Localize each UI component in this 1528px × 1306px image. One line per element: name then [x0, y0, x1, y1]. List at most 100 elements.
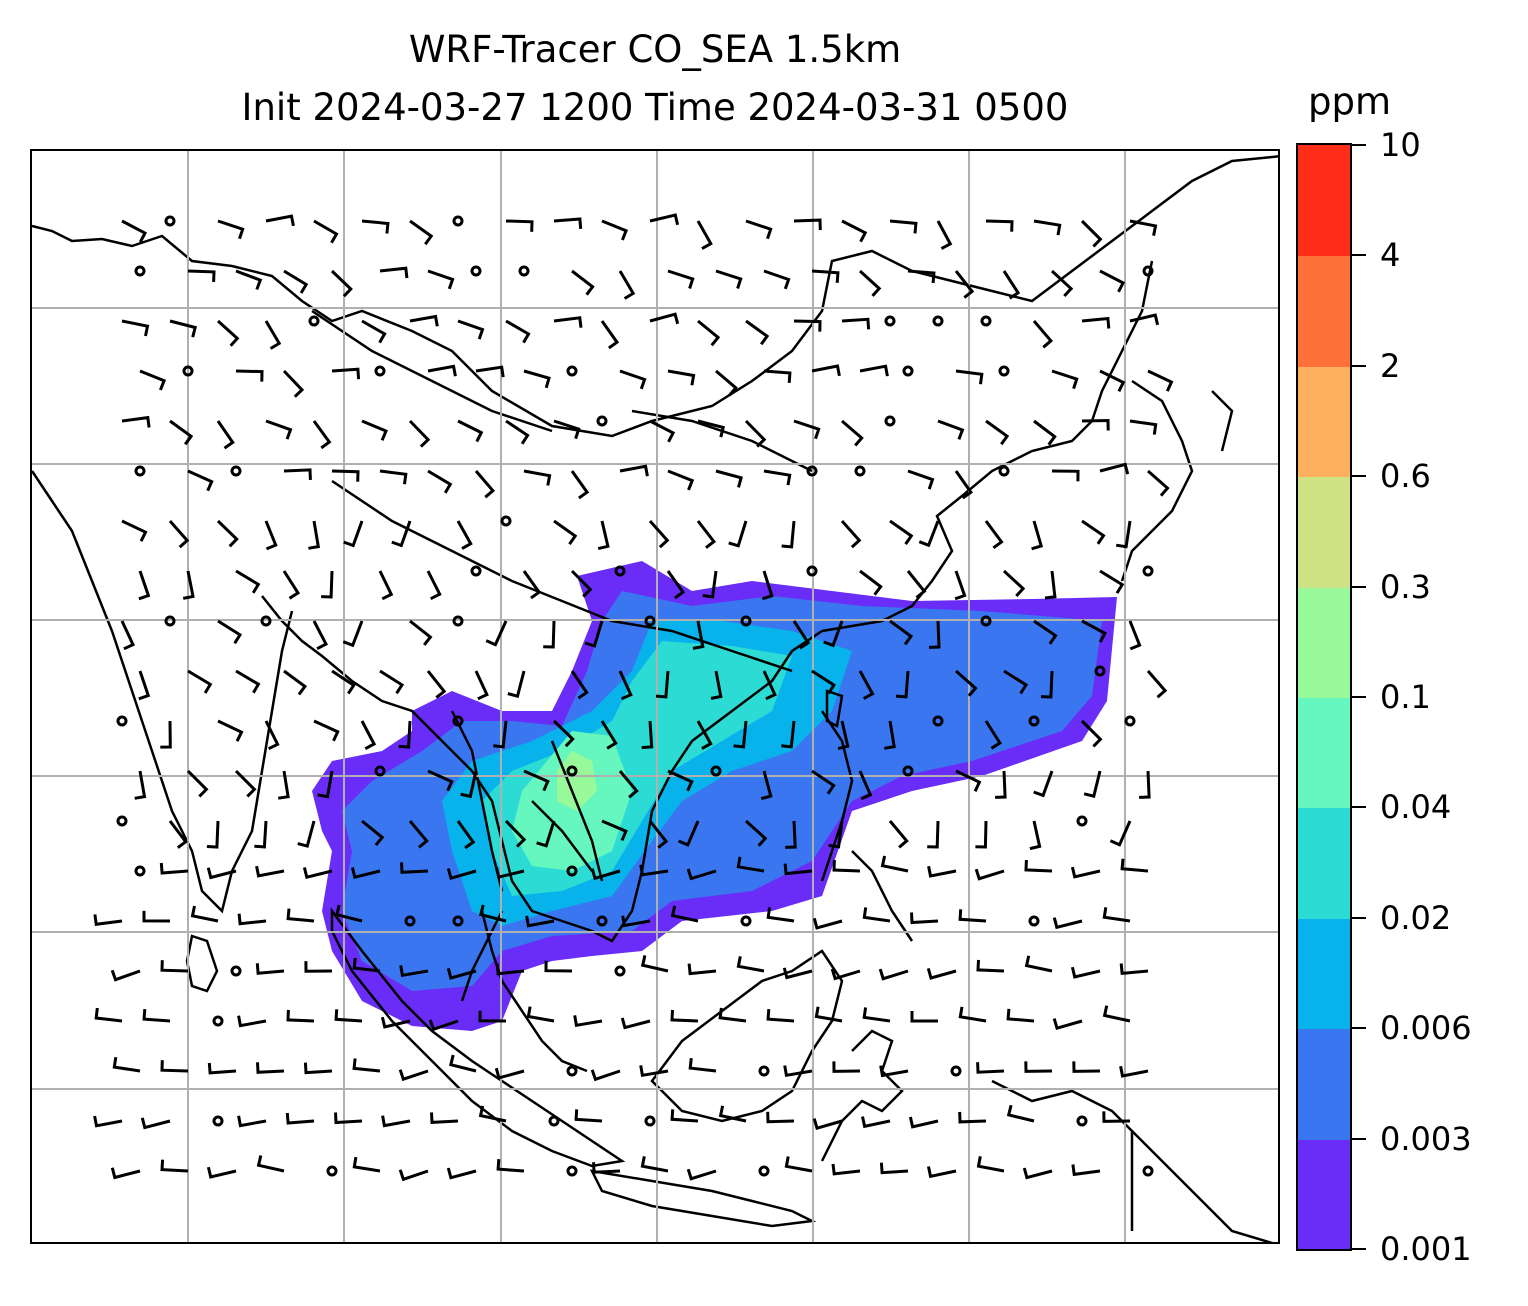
- wind-barb: [837, 720, 850, 751]
- wind-barb: [601, 819, 628, 841]
- wind-barb: [718, 1105, 747, 1123]
- wind-barb: [619, 464, 649, 477]
- calm-wind-circle: [596, 915, 608, 927]
- wind-barb: [265, 214, 295, 227]
- wind-barb: [880, 855, 909, 873]
- colorbar-segment: [1298, 586, 1350, 698]
- wind-barb: [352, 957, 381, 973]
- wind-barb: [1099, 569, 1125, 594]
- wind-barb: [858, 269, 882, 297]
- wind-barb: [460, 770, 478, 799]
- calm-wind-circle: [134, 465, 146, 477]
- wind-barb: [237, 913, 267, 926]
- wind-barb: [745, 319, 770, 346]
- wind-barb: [553, 519, 578, 546]
- wind-barb: [523, 469, 552, 486]
- wind-barb: [112, 1056, 141, 1073]
- wind-barb: [121, 219, 148, 243]
- wind-barb: [160, 1060, 189, 1073]
- calm-wind-circle: [644, 1115, 656, 1127]
- wind-barb: [667, 269, 695, 289]
- wind-barb: [121, 415, 151, 428]
- calm-wind-circle: [950, 1065, 962, 1077]
- wind-barb: [237, 1115, 267, 1128]
- wind-barb: [1033, 619, 1058, 645]
- wind-barb: [457, 319, 485, 340]
- wind-barb: [1099, 269, 1126, 293]
- wind-barb: [160, 960, 189, 973]
- wind-barb: [312, 620, 329, 651]
- wind-barb: [1099, 462, 1130, 475]
- calm-wind-circle: [116, 715, 128, 727]
- wind-barb: [426, 670, 447, 699]
- wind-barb: [954, 470, 973, 500]
- wind-barb: [745, 219, 773, 240]
- wind-barb: [334, 1009, 363, 1023]
- wind-barb: [121, 519, 148, 542]
- wind-barb: [523, 769, 550, 792]
- wind-barb: [235, 669, 261, 694]
- wind-barb: [811, 769, 836, 795]
- wind-barb: [927, 1166, 957, 1179]
- wind-barb: [715, 469, 743, 488]
- calm-wind-circle: [740, 915, 752, 927]
- wind-barb: [1081, 418, 1110, 431]
- wind-barb: [120, 620, 135, 651]
- wind-barb: [793, 319, 822, 332]
- wind-barb: [906, 570, 927, 599]
- wind-barb: [736, 956, 765, 973]
- colorbar-segment: [1298, 807, 1350, 919]
- wind-barb: [666, 570, 686, 600]
- wind-barb: [783, 1065, 813, 1078]
- wind-barb: [1102, 1005, 1131, 1023]
- wind-barb: [206, 867, 237, 880]
- colorbar-tick-label: 0.1: [1380, 678, 1431, 716]
- wind-barb: [600, 320, 620, 350]
- title-line-2: Init 2024-03-27 1200 Time 2024-03-31 050…: [241, 86, 1069, 129]
- wind-barb: [1120, 858, 1149, 873]
- wind-barb: [485, 620, 508, 647]
- wind-barb: [427, 469, 453, 494]
- coastline-indochina: [261, 595, 823, 943]
- plume-band-6: [557, 751, 597, 811]
- wind-barb: [427, 769, 454, 792]
- wind-barb: [187, 669, 213, 694]
- border-myanmar-thailand: [450, 710, 604, 892]
- wind-barb: [254, 820, 268, 849]
- wind-barb: [715, 269, 743, 289]
- wind-barb: [928, 620, 941, 649]
- wind-barb: [889, 619, 914, 646]
- wind-barb: [618, 670, 633, 701]
- calm-wind-circle: [758, 1165, 770, 1177]
- wind-barb: [1147, 369, 1174, 392]
- wind-barb: [958, 909, 987, 923]
- wind-barb: [744, 819, 768, 847]
- wind-barb: [264, 520, 278, 551]
- wind-barb: [958, 1006, 987, 1023]
- wind-barb: [138, 670, 151, 701]
- calm-wind-circle: [230, 965, 242, 977]
- wind-barb: [823, 620, 844, 648]
- wind-barb: [696, 520, 717, 549]
- calm-wind-circle: [326, 1165, 338, 1177]
- wind-barb: [1128, 620, 1142, 651]
- wind-barb: [303, 1062, 333, 1075]
- wind-barb: [283, 269, 309, 294]
- wind-barb: [187, 469, 214, 492]
- wind-barb: [493, 720, 508, 749]
- wind-barb: [1119, 963, 1149, 976]
- wind-barb: [138, 570, 151, 601]
- wind-barb: [317, 770, 334, 799]
- wind-barb: [1102, 1111, 1131, 1123]
- wind-barb: [649, 419, 676, 443]
- wind-barb: [619, 369, 647, 390]
- colorbar-tick: [1352, 1248, 1366, 1250]
- wind-barb: [648, 520, 670, 549]
- wind-barb: [160, 1159, 189, 1173]
- calm-wind-circle: [806, 465, 818, 477]
- wind-barb: [728, 520, 748, 548]
- calm-wind-circle: [212, 1015, 224, 1027]
- wind-barb: [235, 569, 261, 594]
- wind-barb: [812, 917, 843, 930]
- wind-barb: [553, 217, 583, 230]
